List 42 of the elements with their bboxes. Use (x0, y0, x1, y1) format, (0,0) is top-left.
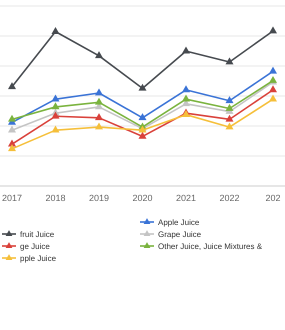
legend-label: Other Juice, Juice Mixtures & (158, 242, 263, 251)
x-tick-label: 2022 (219, 193, 240, 203)
point (51, 112, 60, 119)
point (225, 104, 234, 111)
point (138, 113, 147, 120)
point (138, 84, 147, 91)
legend-label: Grape Juice (158, 230, 202, 239)
x-tick-label: 2019 (88, 193, 110, 203)
point (51, 94, 60, 102)
point (51, 126, 60, 133)
point (8, 82, 16, 90)
point (225, 57, 234, 64)
legend-label: fruit Juice (20, 230, 55, 239)
point (51, 102, 60, 110)
point (94, 98, 104, 105)
x-tick-label: 2020 (132, 193, 153, 203)
point (268, 26, 278, 34)
point (225, 96, 234, 104)
point (182, 94, 190, 102)
legend-label: Apple Juice (158, 218, 200, 227)
point (225, 122, 234, 130)
point (94, 51, 104, 58)
point (182, 85, 190, 92)
point (268, 85, 278, 92)
point (182, 46, 190, 54)
point (268, 66, 278, 74)
point (8, 144, 16, 152)
point (8, 114, 16, 122)
point (94, 122, 104, 130)
legend-label: ge Juice (20, 242, 50, 251)
x-tick-label: 2017 (2, 193, 22, 203)
x-tick-label: 202 (265, 193, 281, 203)
point (94, 88, 104, 96)
legend-label: pple Juice (20, 254, 57, 263)
point (94, 113, 104, 120)
point (138, 132, 147, 139)
x-tick-label: 2021 (176, 193, 196, 203)
point (268, 94, 278, 102)
point (8, 126, 16, 133)
point (225, 114, 234, 122)
point (51, 26, 60, 34)
x-tick-label: 2018 (45, 193, 66, 203)
